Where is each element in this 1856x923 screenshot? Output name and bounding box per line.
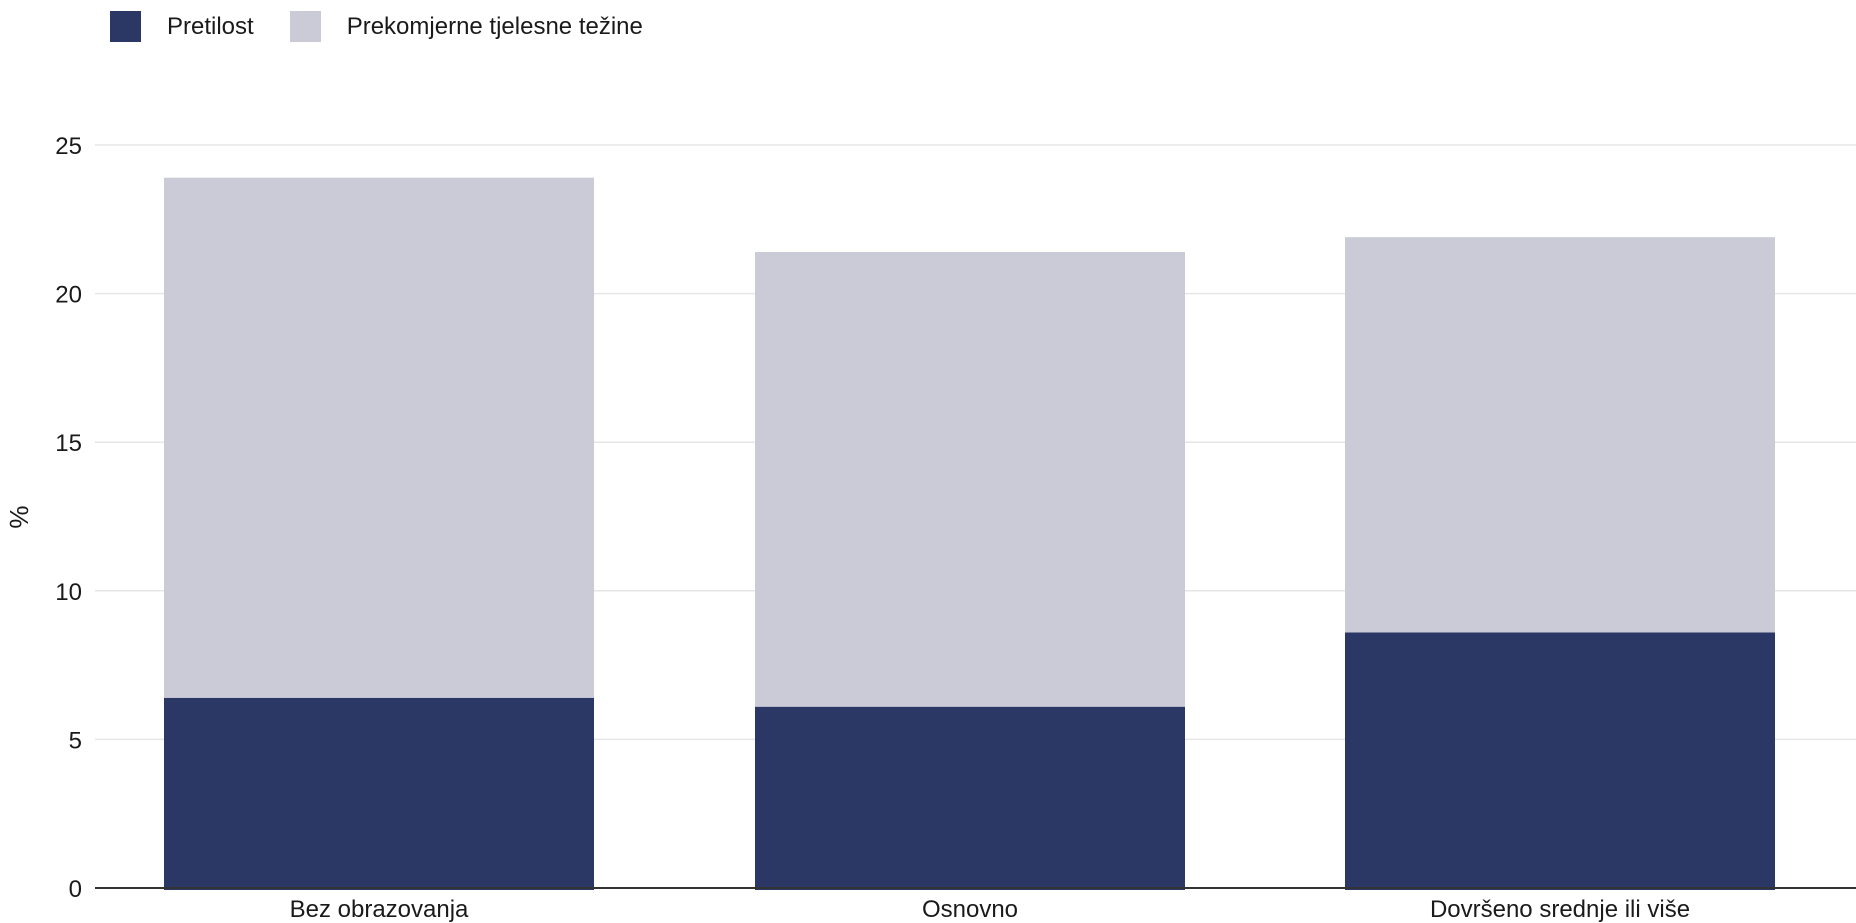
legend-label-pretilost: Pretilost xyxy=(167,12,254,40)
y-tick-label-20: 20 xyxy=(55,282,82,309)
bar-pretilost-2[interactable] xyxy=(1345,632,1775,890)
y-tick-label-10: 10 xyxy=(55,579,82,606)
legend-label-prekomjerne: Prekomjerne tjelesne težine xyxy=(346,12,643,40)
y-tick-label-5: 5 xyxy=(69,727,82,754)
bar-pretilost-0[interactable] xyxy=(164,697,594,890)
legend-swatch-prekomjerne xyxy=(289,10,321,42)
y-tick-label-25: 25 xyxy=(55,133,82,160)
bars xyxy=(164,177,1775,890)
x-tick-label-2: Dovršeno srednje ili više xyxy=(1430,896,1690,923)
bar-pretilost-1[interactable] xyxy=(755,706,1185,890)
y-axis-label: % xyxy=(4,505,34,528)
x-tick-label-0: Bez obrazovanja xyxy=(290,896,469,923)
axes: 0 5 10 15 20 25 Bez obrazovanja Osnovno Dovršeno… xyxy=(55,133,1856,923)
legend: Pretilost Prekomjerne tjelesne težine xyxy=(110,8,679,44)
x-tick-label-1: Osnovno xyxy=(922,896,1018,923)
legend-swatch-pretilost xyxy=(110,10,141,42)
bar-prekomjerne-2[interactable] xyxy=(1345,237,1775,633)
legend-item-pretilost[interactable]: Pretilost xyxy=(110,10,254,42)
bar-prekomjerne-1[interactable] xyxy=(755,251,1185,707)
y-tick-label-0: 0 xyxy=(69,876,82,903)
y-tick-label-15: 15 xyxy=(55,430,82,457)
legend-item-prekomjerne[interactable]: Prekomjerne tjelesne težine xyxy=(289,10,643,42)
bar-prekomjerne-0[interactable] xyxy=(164,177,594,698)
